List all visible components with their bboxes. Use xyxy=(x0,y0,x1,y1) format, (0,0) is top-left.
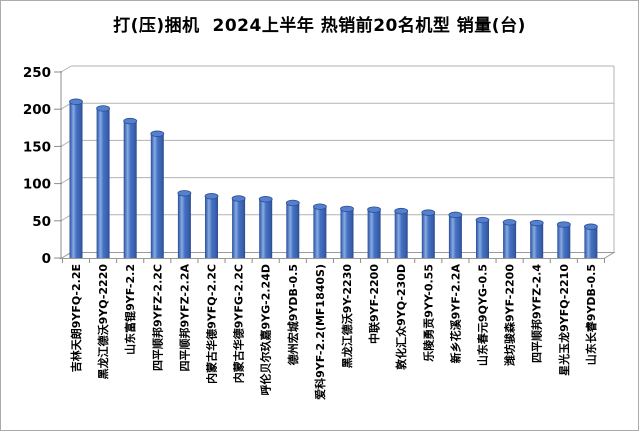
y-axis-label: 200 xyxy=(23,102,51,118)
bar-top-cap xyxy=(340,205,354,213)
bar xyxy=(177,193,191,258)
category-label: 乐陵勇贡9YY-0.55 xyxy=(421,264,435,362)
bar xyxy=(476,220,489,258)
category-label: 德州宏城9YDB-0.5 xyxy=(286,264,300,366)
bar-top-cap xyxy=(556,221,571,228)
bar xyxy=(367,209,381,258)
category-label: 内蒙古华德9YFG-2.2C xyxy=(232,264,246,383)
bar-top-cap xyxy=(150,130,165,137)
bar-top-cap xyxy=(502,219,517,226)
category-label: 四平顺邦9YFZ-2.2A xyxy=(177,264,191,372)
bar-top-cap xyxy=(123,117,138,125)
category-label: 四平顺邦9YFZ-2.4 xyxy=(530,264,544,363)
y-axis-label: 250 xyxy=(23,65,51,81)
category-label: 黑龙江德沃9YQ-2220 xyxy=(96,264,110,380)
category-label: 星光玉龙9YFQ-2210 xyxy=(557,264,571,376)
gridline-side xyxy=(60,65,72,73)
category-label: 内蒙古华德9YFQ-2.2C xyxy=(205,264,219,384)
bar-top-cap xyxy=(177,190,192,197)
bar xyxy=(530,223,544,258)
bar xyxy=(394,211,408,258)
bar xyxy=(150,133,164,258)
bar xyxy=(286,202,300,258)
category-label: 黑龙江德沃9Y-2230 xyxy=(340,264,354,369)
bar-top-cap xyxy=(231,195,246,202)
bar-top-cap xyxy=(584,223,598,230)
bar xyxy=(340,208,354,258)
bar-top-cap xyxy=(285,199,300,207)
bar xyxy=(503,222,517,258)
category-label: 呼伦贝尔玖嘉9YG-2.24D xyxy=(259,264,273,395)
bar xyxy=(96,108,110,259)
bar-top-cap xyxy=(312,203,327,210)
category-label: 山东春元9QYG-0.5 xyxy=(476,264,490,366)
category-label: 山东富锟9YF-2.2 xyxy=(123,264,137,355)
bar-top-cap xyxy=(529,219,544,227)
gridline-side xyxy=(60,102,72,110)
category-label: 中联9YF-2200 xyxy=(367,264,381,344)
category-label: 新乡花溪9YF-2.2A xyxy=(448,264,462,364)
category-label: 四平顺邦9YFZ-2.2C xyxy=(150,264,164,371)
bar-top-cap xyxy=(421,209,436,216)
bar-top-cap xyxy=(394,207,409,215)
category-label: 山东长睿9YDB-0.5 xyxy=(584,264,598,365)
y-axis-label: 150 xyxy=(23,139,51,155)
y-axis-label: 50 xyxy=(32,214,51,230)
category-label: 爱科9YF-2.2(MF1840S) xyxy=(313,264,327,400)
bar xyxy=(205,196,218,258)
bar xyxy=(259,199,273,258)
gridline-side xyxy=(60,177,72,185)
category-label: 敦化汇众9YQ-230D xyxy=(394,264,408,370)
bar-top-cap xyxy=(204,193,219,200)
gridline-side xyxy=(60,214,72,222)
bar xyxy=(313,206,327,258)
bar xyxy=(448,214,462,258)
chart-title: 打(压)捆机 2024上半年 热销前20名机型 销量(台) xyxy=(113,16,526,36)
bar xyxy=(557,224,571,258)
gridline-side xyxy=(60,139,72,147)
category-label: 吉林天朗9YFQ-2.2E xyxy=(69,264,83,372)
plot-floor xyxy=(59,252,616,259)
bar-top-cap xyxy=(448,211,463,219)
category-label: 潍坊骏森9YF-2200 xyxy=(503,264,517,366)
bar-top-cap xyxy=(475,216,490,224)
y-axis-label: 0 xyxy=(42,251,51,267)
bar-top-cap xyxy=(96,105,110,112)
bar-top-cap xyxy=(69,98,83,105)
bar xyxy=(232,198,246,258)
bar-top-cap xyxy=(258,196,273,203)
bar xyxy=(421,212,435,258)
bar xyxy=(584,226,598,258)
bar xyxy=(123,121,137,258)
bar xyxy=(69,101,83,258)
y-axis-label: 100 xyxy=(23,177,51,193)
bar-top-cap xyxy=(367,206,382,213)
